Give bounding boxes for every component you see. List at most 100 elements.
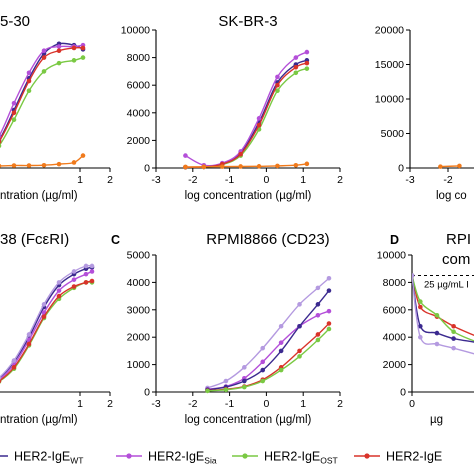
y-tick-label: 8000 [383, 277, 407, 289]
x-axis-label: ntration (µg/ml) [0, 414, 78, 426]
data-point [412, 273, 415, 278]
data-point [297, 354, 302, 359]
series-group [205, 275, 332, 394]
y-tick-label: 0 [144, 163, 150, 175]
x-tick-label: 0 [263, 174, 269, 186]
data-point [26, 70, 32, 76]
data-point [451, 329, 456, 335]
legend-marker [242, 453, 248, 459]
data-point [71, 58, 77, 63]
y-tick-label: 4000 [127, 277, 151, 289]
series-line [185, 67, 308, 169]
series-line [0, 280, 93, 382]
series-group [183, 49, 310, 170]
data-point [293, 64, 299, 70]
x-tick-label: 1 [300, 398, 306, 410]
data-point [418, 299, 423, 304]
annotation: 25 µg/mL I [424, 280, 469, 291]
x-axis-label: log co [436, 190, 467, 202]
x-tick-label: -1 [225, 174, 234, 186]
series-line [0, 44, 84, 136]
y-tick-label: 4000 [127, 107, 151, 119]
data-point [89, 278, 95, 284]
panel-title-line2: com [442, 251, 470, 268]
x-tick-label: -3 [151, 174, 160, 186]
series-group [412, 273, 474, 355]
y-tick-label: 4000 [383, 332, 407, 344]
data-point [80, 55, 86, 60]
data-point [304, 66, 310, 71]
data-point [56, 161, 62, 167]
data-point [293, 70, 299, 76]
y-tick-label: 6000 [127, 80, 151, 92]
data-point [41, 302, 47, 307]
legend: HER2-IgEWT HER2-IgESia HER2-IgEOST HER2-IgE [0, 450, 442, 466]
y-tick-label: 0 [400, 387, 406, 399]
data-point [201, 164, 207, 170]
x-tick-label: 2 [337, 174, 343, 186]
panel-letter: D [390, 233, 399, 247]
data-point [71, 284, 77, 289]
x-tick-label: -2 [188, 398, 197, 410]
data-point [326, 275, 332, 281]
series-line [440, 165, 460, 168]
y-tick-label: 15000 [375, 59, 404, 71]
legend-label: HER2-IgE [386, 450, 442, 464]
y-tick-label: 2000 [127, 332, 151, 344]
data-point [278, 348, 284, 354]
y-tick-label: 20000 [375, 25, 404, 37]
data-point [56, 280, 62, 285]
panel-title: RPI [446, 231, 471, 248]
legend-label: HER2-IgESia [148, 450, 217, 466]
data-point [238, 151, 243, 157]
data-point [297, 302, 302, 307]
data-point [56, 48, 62, 53]
data-point [260, 367, 266, 373]
data-point [11, 365, 17, 370]
y-tick-label: 10000 [377, 250, 406, 262]
x-axis-label: log concentration (µg/ml) [185, 190, 312, 202]
series-line [0, 281, 93, 382]
data-point [278, 323, 284, 329]
data-point [26, 341, 32, 347]
data-point [83, 271, 89, 277]
data-point [242, 378, 247, 384]
data-point [26, 88, 32, 94]
data-point [304, 161, 310, 167]
panel-5: 0 1000 2000 3000 4000 5000 -3 -2 -1 0 1 2 log concen… [111, 231, 343, 426]
data-point [89, 263, 95, 269]
series-group [0, 263, 95, 384]
data-point [278, 367, 284, 373]
data-point [56, 60, 62, 66]
data-point [434, 341, 440, 347]
data-point [434, 312, 440, 318]
data-point [80, 153, 86, 158]
data-point [26, 78, 32, 84]
x-tick-label: -2 [188, 174, 197, 186]
y-tick-label: 8000 [127, 52, 151, 64]
panel-title: 5-30 [0, 13, 30, 30]
data-point [438, 164, 443, 169]
y-tick-label: 1000 [127, 359, 151, 371]
data-point [41, 162, 47, 168]
x-tick-label: 1 [77, 398, 83, 410]
legend-label: HER2-IgEWT [14, 450, 84, 466]
data-point [71, 45, 77, 51]
data-point [0, 375, 2, 380]
data-point [223, 378, 229, 384]
x-tick-label: 0 [409, 398, 415, 410]
data-point [56, 288, 62, 293]
y-tick-label: 6000 [383, 304, 407, 316]
panel-title: 38 (FcεRI) [0, 231, 69, 248]
panel-2: 0 2000 4000 6000 8000 10000 -3 -2 -1 0 1 2 log conce… [121, 13, 343, 202]
x-tick-label: 2 [337, 398, 343, 410]
y-tick-label: 0 [398, 163, 404, 175]
data-point [256, 164, 262, 169]
data-point [451, 323, 456, 329]
data-point [11, 100, 17, 106]
y-tick-label: 10000 [121, 25, 150, 37]
y-tick-label: 10000 [375, 94, 404, 106]
data-point [242, 365, 247, 370]
data-point [304, 60, 310, 66]
x-axis-label: log concentration (µg/ml) [185, 414, 312, 426]
